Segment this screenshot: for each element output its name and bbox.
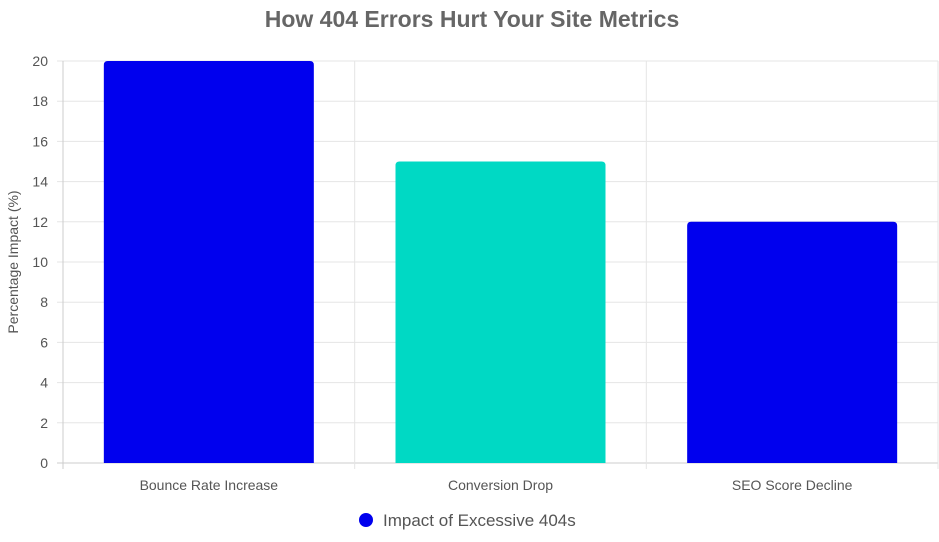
y-tick-label: 4 [40, 375, 48, 391]
bars [103, 61, 898, 463]
y-tick-label: 12 [32, 214, 48, 230]
legend[interactable]: Impact of Excessive 404s [359, 511, 576, 530]
bar [687, 221, 898, 463]
y-tick-label: 16 [32, 133, 48, 149]
y-tick-label: 2 [40, 415, 48, 431]
y-tick-label: 6 [40, 334, 48, 350]
axes: 0 2 4 6 8 10 12 14 16 18 20 Bounce Rate Increase Con… [32, 53, 852, 493]
y-tick-label: 14 [32, 174, 48, 190]
legend-marker [359, 513, 373, 527]
y-axis-title: Percentage Impact (%) [5, 190, 21, 333]
x-tick-label: SEO Score Decline [732, 477, 853, 493]
bar [103, 61, 314, 463]
x-tick-label: Bounce Rate Increase [140, 477, 279, 493]
y-tick-label: 10 [32, 254, 48, 270]
y-tick-label: 18 [32, 93, 48, 109]
y-tick-label: 0 [40, 455, 48, 471]
bar [395, 161, 606, 463]
legend-label: Impact of Excessive 404s [383, 511, 576, 530]
y-tick-label: 20 [32, 53, 48, 69]
y-tick-label: 8 [40, 294, 48, 310]
x-tick-label: Conversion Drop [448, 477, 553, 493]
chart-title: How 404 Errors Hurt Your Site Metrics [265, 6, 680, 32]
